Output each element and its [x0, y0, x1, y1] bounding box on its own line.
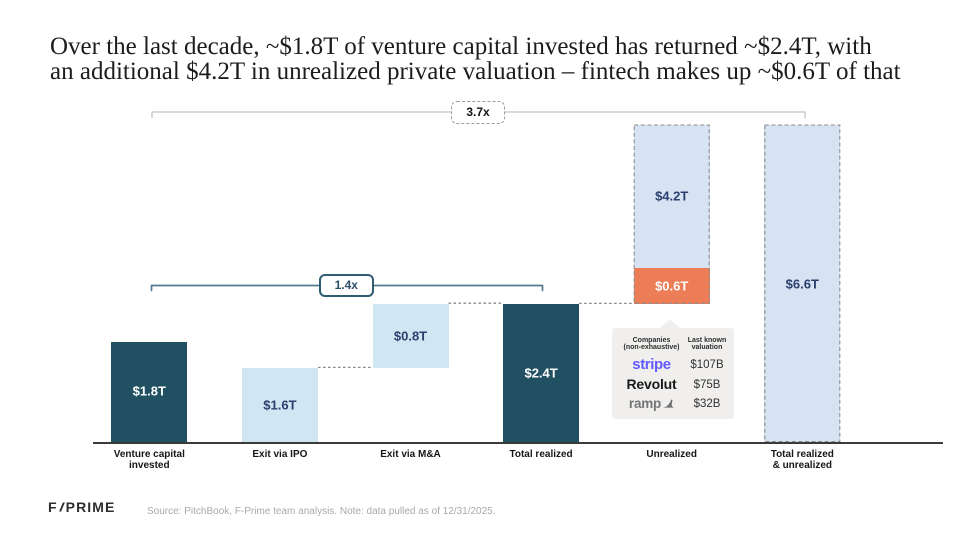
value-label-vc: $1.8T — [132, 383, 166, 399]
value-label-realized: $2.4T — [524, 365, 558, 380]
revolut-wordmark: Revolut — [626, 375, 677, 392]
multiple-badge-1-4x: 1.4x — [319, 274, 374, 297]
bar-exit-via-ipo — [241, 367, 318, 442]
value-label-unrealized-other: $4.2T — [655, 188, 689, 204]
stripe-valuation: $107B — [690, 359, 724, 372]
fprime-slash-icon — [59, 502, 66, 512]
category-label-unrealized: Unrealized — [646, 448, 697, 460]
fprime-logo-prime: PRIME — [65, 499, 116, 515]
multiple-badge-3-7x: 3.7x — [451, 101, 505, 124]
revolut-logo: Revolut — [614, 376, 689, 394]
category-label-realized: Total realized — [509, 448, 573, 460]
title-line-1: Over the last decade, ~$1.8T of venture … — [50, 32, 872, 60]
x-axis-line — [93, 441, 943, 445]
stripe-logo: stripe — [614, 356, 689, 374]
fprime-logo-f: F — [48, 499, 58, 515]
stripe-wordmark: stripe — [632, 356, 671, 374]
value-label-unrealized-fintech: $0.6T — [655, 278, 689, 294]
callout-col-header-valuation: Last known valuation — [687, 336, 727, 352]
title-line-2: an additional $4.2T in unrealized privat… — [50, 57, 901, 85]
source-note: Source: PitchBook, F-Prime team analysis… — [147, 505, 496, 517]
category-label-total: Total realized & unrealized — [770, 448, 834, 471]
fprime-logo: F PRIME — [48, 499, 116, 515]
callout-col-header-companies: Companies (non-exhaustive) — [623, 336, 680, 352]
ramp-logo: ramp — [614, 395, 689, 413]
category-label-ma: Exit via M&A — [380, 448, 441, 460]
revolut-valuation: $75B — [693, 378, 721, 391]
ramp-wordmark: ramp — [628, 396, 662, 411]
value-label-ma: $0.8T — [393, 328, 428, 344]
category-label-ipo: Exit via IPO — [252, 448, 308, 460]
ramp-valuation: $32B — [693, 398, 721, 410]
value-label-ipo: $1.6T — [263, 397, 297, 413]
bar-exit-via-ma — [372, 303, 449, 368]
bar-venture-capital-invested — [111, 342, 188, 442]
value-label-total: $6.6T — [785, 276, 819, 291]
category-label-vc: Venture capital invested — [113, 448, 185, 471]
bar-unrealized — [633, 124, 710, 304]
slide-title: Over the last decade, ~$1.8T of venture … — [50, 34, 930, 84]
fintech-companies-callout: Companies (non-exhaustive) Last known va… — [612, 327, 734, 419]
ramp-swoosh-icon — [663, 399, 674, 408]
bar-total-realized — [503, 303, 580, 442]
